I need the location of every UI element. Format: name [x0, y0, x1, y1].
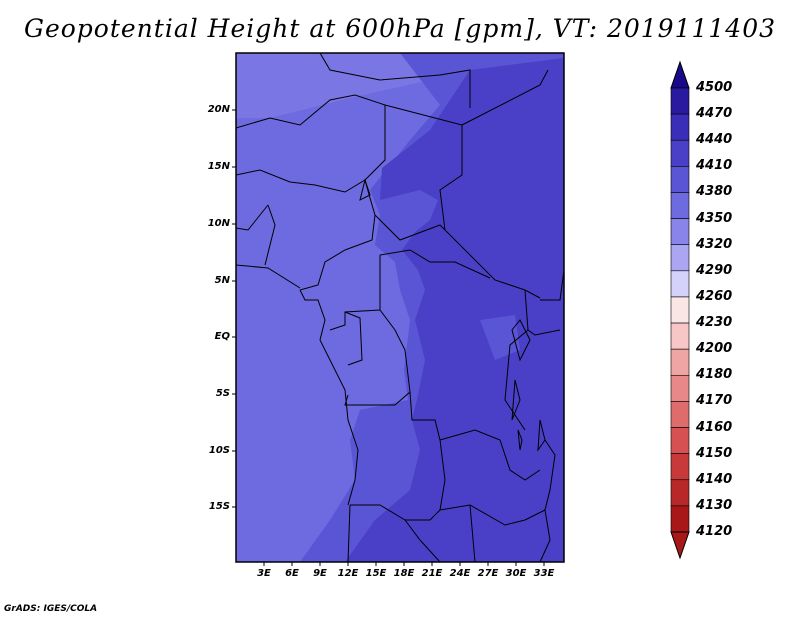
footer-credit: GrADS: IGES/COLA [4, 604, 98, 614]
lon-label: 21E [421, 568, 443, 579]
lon-label: 27E [477, 568, 499, 579]
colorbar-level-label: 4380 [696, 184, 733, 200]
colorbar-segment [670, 427, 690, 454]
colorbar-segment [670, 374, 690, 402]
lon-label: 18E [393, 568, 415, 579]
colorbar-level-label: 4130 [696, 497, 733, 513]
colorbar-level-label: 4260 [696, 288, 733, 304]
colorbar-level-label: 4140 [696, 471, 733, 487]
colorbar-level-label: 4350 [696, 210, 733, 226]
colorbar-segment [670, 166, 690, 193]
colorbar-segment [670, 505, 690, 533]
colorbar-segment [670, 322, 690, 350]
lon-label: 6E [285, 568, 299, 579]
colorbar-segment [670, 479, 690, 507]
colorbar [670, 60, 690, 560]
borders [236, 53, 564, 562]
colorbar-level-label: 4470 [696, 106, 733, 122]
colorbar-segment [670, 139, 690, 167]
colorbar-level-label: 4290 [696, 262, 733, 278]
colorbar-level-label: 4200 [696, 341, 733, 357]
colorbar-level-label: 4180 [696, 367, 733, 383]
map-frame [235, 52, 565, 563]
colorbar-level-label: 4440 [696, 132, 733, 148]
lat-label: 10N [207, 218, 230, 229]
colorbar-level-label: 4150 [696, 445, 733, 461]
lat-label: 5S [215, 388, 230, 399]
lon-label: 12E [337, 568, 359, 579]
colorbar-level-label: 4410 [696, 158, 733, 174]
lon-label: 9E [313, 568, 327, 579]
colorbar-level-label: 4160 [696, 419, 733, 435]
colorbar-segment [670, 244, 690, 272]
colorbar-segment [670, 401, 690, 428]
colorbar-segment [670, 87, 690, 115]
lat-label: EQ [214, 331, 230, 342]
colorbar-segment [670, 348, 690, 376]
colorbar-level-label: 4120 [696, 524, 733, 539]
lon-label: 24E [449, 568, 471, 579]
colorbar-level-label: 4320 [696, 236, 733, 252]
colorbar-segment [670, 218, 690, 246]
colorbar-segment [670, 453, 690, 481]
field-dark [345, 58, 564, 562]
colorbar-level-label: 4170 [696, 393, 733, 409]
colorbar-segment [670, 296, 690, 324]
lat-label: 10S [208, 445, 230, 456]
colorbar-level-label: 4500 [696, 80, 733, 95]
colorbar-level-label: 4230 [696, 315, 733, 331]
lon-label: 33E [533, 568, 555, 579]
lat-label: 20N [207, 104, 230, 115]
lon-label: 3E [257, 568, 271, 579]
lat-label: 5N [214, 275, 230, 286]
colorbar-segment [670, 113, 690, 141]
height-field [236, 53, 564, 562]
colorbar-segment [670, 270, 690, 298]
lon-label: 15E [365, 568, 387, 579]
lat-label: 15N [207, 161, 230, 172]
colorbar-arrow-top [670, 60, 690, 89]
colorbar-arrow-bottom [670, 531, 690, 560]
colorbar-segment [670, 192, 690, 219]
axis-ticks [232, 109, 545, 566]
field-north-light [236, 53, 470, 118]
lon-label: 30E [505, 568, 527, 579]
lat-label: 15S [208, 501, 230, 512]
chart-title: Geopotential Height at 600hPa [gpm], VT:… [23, 14, 777, 43]
